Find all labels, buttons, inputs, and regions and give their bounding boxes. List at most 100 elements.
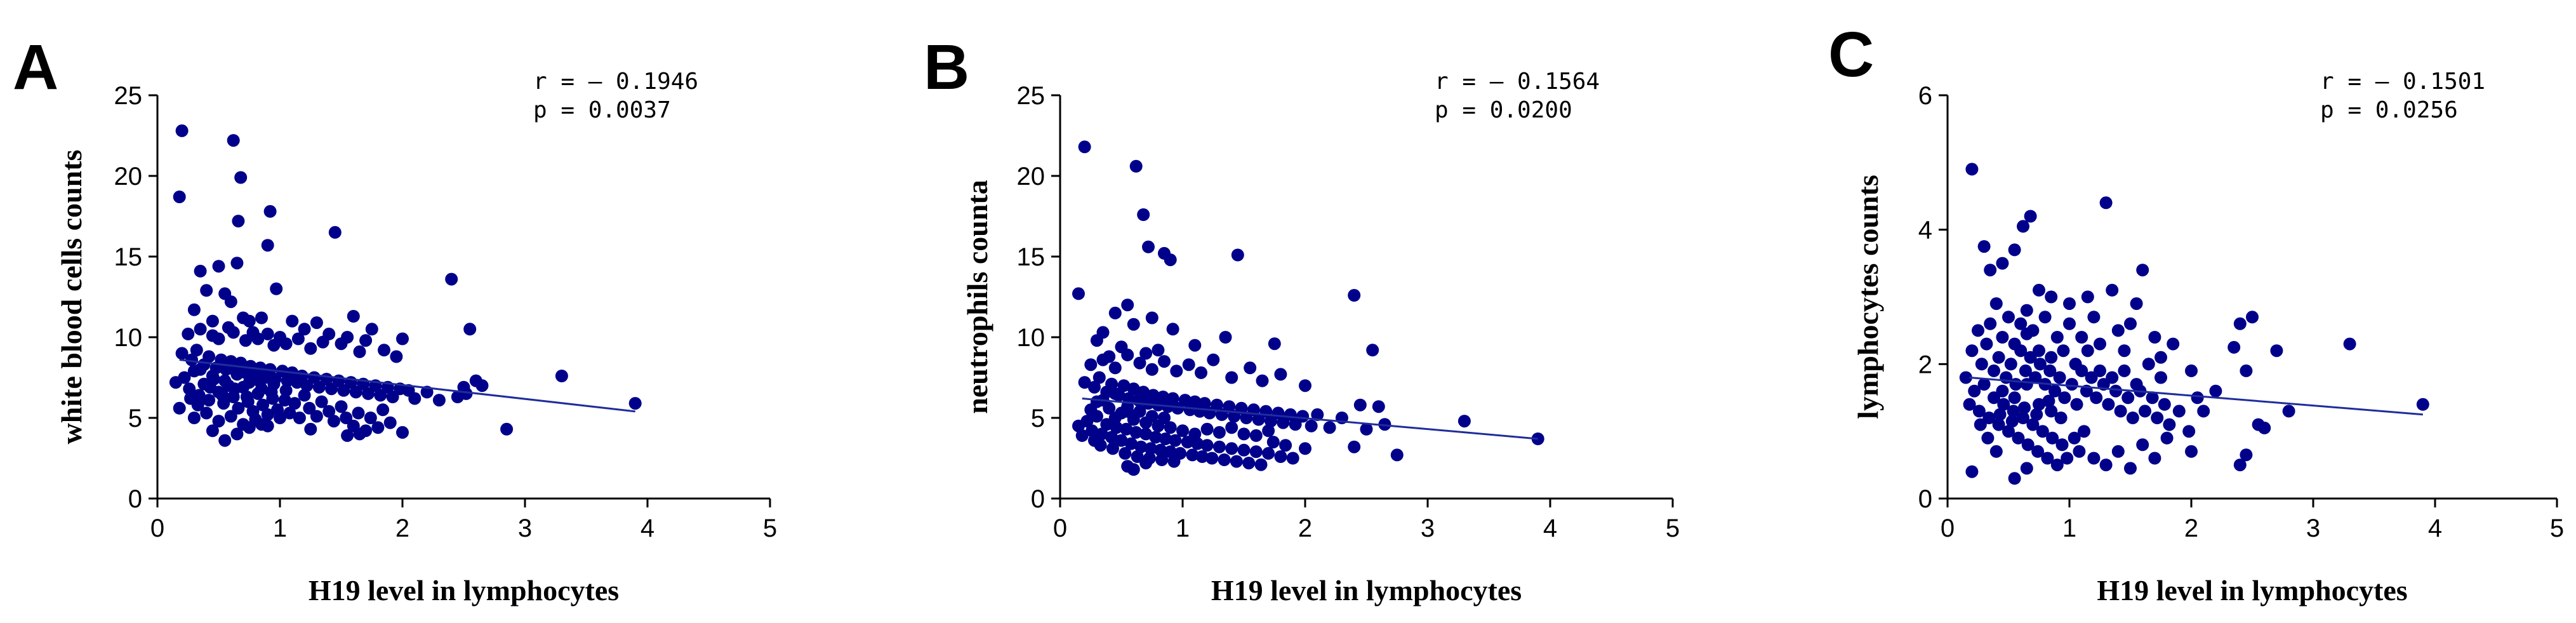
data-point — [2008, 337, 2021, 351]
data-point — [1299, 379, 1311, 392]
data-point — [304, 342, 317, 355]
data-point — [1139, 427, 1153, 441]
data-point — [1249, 445, 1263, 459]
data-point — [352, 406, 365, 420]
data-point — [293, 412, 306, 424]
data-point — [2075, 331, 2088, 344]
r-value-annotation: r = – 0.1501 — [2320, 69, 2485, 95]
data-point — [2154, 351, 2167, 364]
data-point — [1072, 287, 1085, 300]
data-point — [2050, 331, 2064, 344]
data-point — [386, 391, 399, 403]
data-point — [2061, 452, 2074, 465]
data-point — [279, 384, 293, 397]
x-tick-label: 4 — [1543, 514, 1557, 542]
y-axis-title: lymphocytes counts — [1852, 175, 1884, 419]
data-point — [2246, 311, 2259, 324]
data-point — [1092, 371, 1106, 384]
data-point — [1240, 412, 1253, 424]
data-point — [2087, 311, 2101, 324]
data-point — [327, 415, 340, 428]
data-point — [475, 379, 489, 392]
data-point — [1105, 377, 1119, 391]
data-point — [2240, 448, 2253, 462]
data-point — [1311, 408, 1324, 421]
data-point — [173, 401, 186, 415]
data-point — [1129, 159, 1143, 173]
data-point — [2102, 398, 2115, 411]
data-point — [1164, 253, 1177, 267]
data-point — [1274, 368, 1287, 381]
data-point — [187, 412, 201, 424]
data-point — [2068, 431, 2081, 445]
data-point — [362, 387, 375, 400]
data-point — [253, 374, 266, 387]
panel-letter-a: A — [13, 32, 58, 103]
data-point — [1965, 163, 1979, 176]
data-point — [2024, 351, 2037, 364]
data-point — [312, 380, 326, 394]
data-point — [1360, 422, 1373, 436]
data-point — [2081, 344, 2094, 358]
data-point — [242, 314, 256, 328]
data-point — [286, 314, 299, 328]
data-point — [1108, 306, 1122, 319]
data-point — [1108, 387, 1122, 400]
data-point — [240, 391, 253, 403]
data-point — [1963, 398, 1976, 411]
data-point — [364, 412, 377, 424]
data-point — [2053, 371, 2066, 384]
data-point — [256, 398, 269, 412]
data-point — [2185, 364, 2198, 377]
data-point — [1188, 427, 1202, 441]
data-point — [349, 385, 362, 399]
data-point — [187, 303, 201, 316]
data-point — [2106, 283, 2119, 297]
data-point — [1200, 422, 1214, 436]
data-point — [2282, 405, 2295, 418]
data-point — [1145, 363, 1159, 376]
data-point — [194, 264, 207, 278]
data-point — [2045, 405, 2058, 418]
data-point — [2073, 445, 2086, 458]
data-point — [1254, 458, 1268, 471]
data-point — [463, 323, 477, 336]
data-point — [206, 314, 219, 328]
data-point — [1262, 446, 1275, 460]
x-tick-label: 2 — [395, 514, 409, 542]
data-point — [1993, 408, 2007, 421]
data-point — [242, 376, 256, 389]
data-point — [1155, 453, 1169, 466]
data-point — [1157, 391, 1170, 403]
data-point — [378, 344, 390, 357]
data-point — [628, 397, 642, 410]
data-point — [1131, 450, 1144, 463]
data-point — [1965, 465, 1979, 478]
data-point — [1256, 374, 1269, 387]
data-point — [234, 171, 248, 184]
data-point — [204, 380, 216, 394]
y-tick-label: 20 — [1017, 163, 1046, 191]
data-point — [1186, 448, 1199, 462]
data-point — [2033, 283, 2045, 297]
x-tick-label: 0 — [1941, 514, 1955, 542]
data-point — [1274, 450, 1287, 463]
data-point — [298, 389, 311, 402]
data-point — [1169, 434, 1182, 447]
data-point — [1139, 347, 1153, 360]
x-tick-label: 5 — [763, 514, 777, 542]
data-point — [1198, 397, 1211, 410]
data-point — [1164, 445, 1177, 459]
data-point — [1237, 443, 1251, 457]
data-point — [224, 410, 237, 423]
data-point — [1219, 331, 1232, 344]
y-tick-label: 4 — [1918, 217, 1932, 245]
data-point — [1159, 432, 1172, 445]
data-point — [2118, 344, 2131, 358]
data-point — [1117, 379, 1131, 392]
data-point — [1997, 398, 2010, 411]
data-point — [175, 347, 189, 360]
data-point — [1975, 358, 1988, 371]
data-point — [1988, 391, 2000, 405]
y-tick-label: 10 — [114, 324, 143, 352]
